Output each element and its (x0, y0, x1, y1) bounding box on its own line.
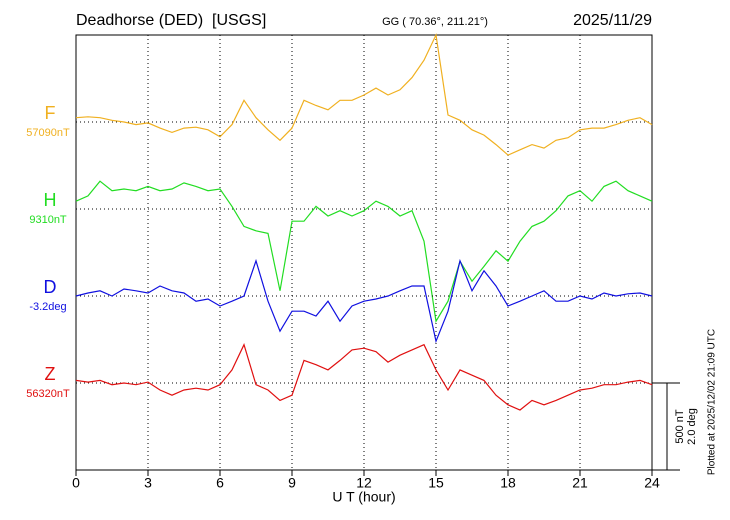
series-line (75, 258, 653, 344)
scale-bar-label: 500 nT (674, 409, 686, 444)
baseline-label: -3.2deg (29, 301, 66, 313)
baseline-label: 57090nT (26, 127, 70, 139)
x-tick-label: 18 (500, 475, 516, 491)
series-line (75, 180, 653, 323)
series-name: Z (45, 364, 56, 384)
chart-subtitle: GG ( 70.36°, 211.21°) (382, 16, 488, 28)
series-line (75, 343, 653, 411)
x-tick-label: 21 (572, 475, 588, 491)
plotted-note: Plotted at 2025/12/02 21:09 UTC (707, 329, 718, 475)
series-name: H (44, 190, 57, 210)
chart-title: Deadhorse (DED) [USGS] (76, 12, 266, 29)
series-line (75, 32, 653, 156)
series-name: F (45, 103, 56, 123)
chart-date: 2025/11/29 (573, 12, 652, 29)
x-tick-label: 24 (644, 475, 660, 491)
plot-frame (75, 34, 653, 471)
scale-bar-label: 2.0 deg (686, 408, 698, 445)
baseline-label: 56320nT (26, 388, 70, 400)
x-tick-label: 9 (288, 475, 296, 491)
x-axis-label: U T (hour) (332, 489, 395, 505)
baseline-label: 9310nT (29, 214, 67, 226)
x-tick-label: 15 (428, 475, 444, 491)
x-tick-label: 12 (356, 475, 372, 491)
x-tick-label: 6 (216, 475, 224, 491)
x-tick-label: 3 (144, 475, 152, 491)
x-tick-label: 0 (72, 475, 80, 491)
series-name: D (44, 277, 57, 297)
